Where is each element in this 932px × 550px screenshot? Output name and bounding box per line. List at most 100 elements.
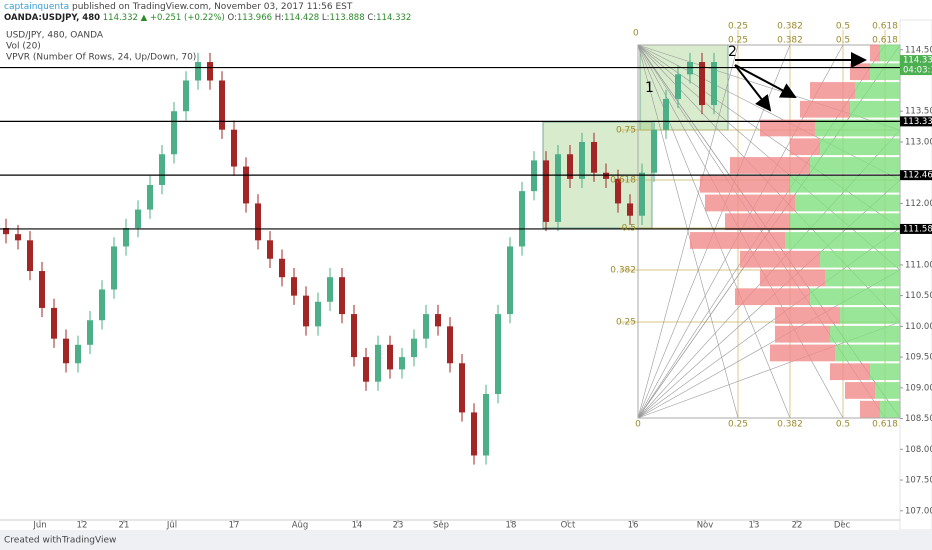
candle-body (279, 258, 285, 278)
fib-label: 0.618 (872, 36, 898, 46)
level-label: 113.335 (903, 117, 932, 127)
fib-label: 0.5 (622, 224, 636, 234)
level-tag (900, 170, 932, 181)
footer-created: Created with (4, 536, 62, 546)
profile-up (850, 100, 900, 118)
y-tick-label: 113.500 (905, 107, 932, 117)
candle-body (387, 344, 393, 370)
candle-body (87, 320, 93, 345)
profile-down (775, 325, 830, 343)
candle-body (435, 314, 441, 327)
candle-body (555, 154, 561, 222)
candle-body (27, 240, 33, 272)
candle-body (171, 111, 177, 155)
fib-label: 0.382 (610, 266, 636, 276)
candle-body (219, 80, 225, 130)
ohlc-value: 113.966 (237, 13, 272, 23)
x-tick-label: 18 (506, 521, 517, 531)
arrow (734, 64, 797, 98)
y-tick-label: 108.500 (905, 414, 932, 424)
profile-down (810, 82, 855, 99)
quote-line: OANDA:USDJPY, 480 114.332 ▲ +0.251 (+0.2… (4, 13, 411, 23)
profile-down (690, 232, 785, 249)
fib-label: 0.618 (872, 22, 898, 32)
profile-up (795, 194, 900, 212)
candle-body (519, 191, 525, 247)
fan-line (637, 44, 739, 419)
candle-body (591, 141, 597, 173)
profile-down (850, 63, 870, 81)
y-tick-label: 110.500 (905, 291, 932, 301)
x-tick-label: Oct (561, 521, 576, 531)
x-tick-label: Sep (433, 521, 449, 531)
profile-up (820, 250, 900, 268)
candle-body (159, 154, 165, 185)
candle-body (639, 172, 645, 216)
candle-body (663, 98, 669, 130)
candle-body (495, 314, 501, 394)
legend-item[interactable]: USD/JPY, 480, OANDA (6, 31, 104, 41)
ohlc-label: C: (367, 13, 376, 23)
y-tick-label: 109.000 (905, 383, 932, 393)
wave-marker: 1 (645, 80, 654, 96)
profile-down (775, 307, 840, 324)
candle-body (63, 338, 69, 364)
footer-brand[interactable]: TradingView (61, 536, 116, 546)
candle-body (207, 62, 213, 81)
candle-body (327, 277, 333, 302)
x-tick-label: Aug (292, 521, 309, 531)
x-tick-label: 16 (628, 521, 639, 531)
legend-item[interactable]: VPVR (Number Of Rows, 24, Up/Down, 70) (6, 53, 196, 63)
fib-label: 0.75 (616, 126, 636, 136)
candle-body (267, 240, 273, 259)
profile-down (800, 100, 850, 118)
profile-down (845, 382, 875, 399)
candle-body (363, 357, 369, 382)
fib-label: 0.25 (728, 36, 748, 46)
candle-body (111, 246, 117, 290)
fib-label: 0 (635, 420, 641, 430)
candle-body (135, 209, 141, 229)
x-tick-label: 22 (792, 521, 803, 531)
candle-body (39, 271, 45, 308)
fib-label: 0.5 (836, 420, 850, 430)
ohlc-value: 114.428 (284, 13, 319, 23)
candle-body (291, 277, 297, 296)
candle-body (483, 393, 489, 456)
profile-up (810, 157, 900, 174)
fib-label: 0.25 (728, 420, 748, 430)
profile-up (830, 325, 900, 343)
author[interactable]: captainquenta (4, 2, 69, 12)
x-tick-label: Dec (834, 521, 851, 531)
profile-up (785, 232, 900, 249)
profile-down (860, 400, 880, 418)
y-tick-label: 107.500 (905, 476, 932, 486)
profile-up (825, 269, 900, 287)
x-tick-label: Jul (166, 521, 177, 531)
profile-down (735, 288, 810, 306)
profile-down (730, 157, 810, 174)
level-tag (900, 223, 932, 234)
candle-body (567, 154, 573, 179)
profile-up (815, 119, 900, 137)
profile-up (810, 288, 900, 306)
candle-body (543, 160, 549, 222)
y-tick-label: 108.000 (905, 445, 932, 455)
legend-item[interactable]: Vol (20) (6, 42, 41, 52)
candle-body (603, 172, 609, 179)
candle-body (351, 314, 357, 358)
fib-label: 0.382 (777, 36, 803, 46)
y-tick-label: 109.500 (905, 353, 932, 363)
change: ▲ +0.251 (+0.22%) (141, 13, 225, 23)
candle-body (447, 326, 453, 364)
y-tick-label: 114.500 (905, 45, 932, 55)
candle-body (255, 203, 261, 241)
y-tick-label: 107.000 (905, 506, 932, 516)
ohlc-value: 113.888 (329, 13, 364, 23)
candle-body (615, 178, 621, 204)
profile-up (875, 382, 900, 399)
header-line: captainquenta published on TradingView.c… (4, 2, 353, 12)
profile-down (760, 269, 825, 287)
profile-down (870, 44, 880, 62)
x-tick-label: Jun (32, 521, 46, 531)
